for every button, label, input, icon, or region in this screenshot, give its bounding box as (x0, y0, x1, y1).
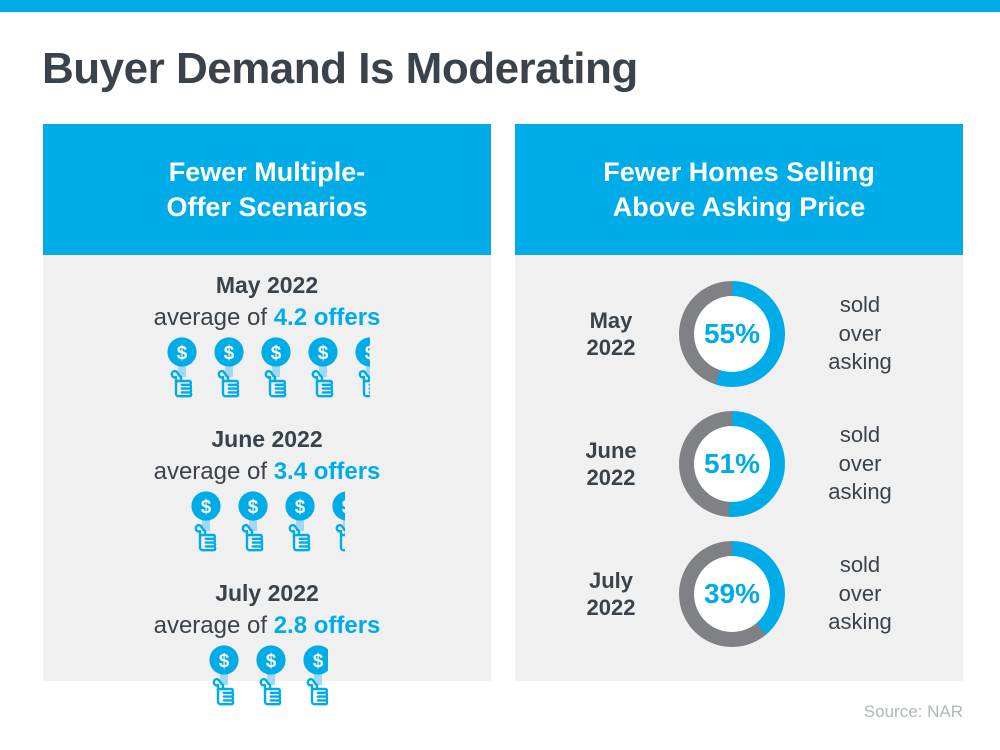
offer-icons-row: $ $ $ (43, 337, 491, 401)
donut-month-label: July 2022 (563, 567, 659, 622)
offer-average-prefix: average of (153, 457, 274, 485)
offer-average-prefix: average of (153, 611, 274, 639)
donut-percent-label: 39% (703, 578, 761, 609)
donut-caption-line: asking (828, 479, 892, 505)
donut-hole: 55% (694, 296, 770, 372)
donut-row-may: May 2022 55% sold over asking (515, 281, 963, 387)
panel-multiple-offers: Fewer Multiple- Offer Scenarios May 2022… (43, 124, 491, 706)
donut-caption: sold over asking (805, 421, 915, 507)
dollar-thumbs-up-icon: $ (353, 337, 370, 401)
panel-header-line: Fewer Homes Selling (603, 156, 875, 187)
dollar-thumbs-up-icon: $ (189, 491, 223, 555)
donut-caption-line: sold (839, 552, 881, 578)
donut-caption-line: over (838, 320, 882, 346)
donut-month-line: July (588, 567, 634, 593)
dollar-thumbs-up-icon: $ (212, 337, 246, 401)
dollar-thumbs-up-icon-partial: $ (353, 337, 370, 401)
donut-caption: sold over asking (805, 291, 915, 377)
dollar-thumbs-up-icon: $ (301, 645, 328, 709)
offer-block-july: July 2022 average of 2.8 offers $ $ (43, 579, 491, 709)
offer-average-text: average of 3.4 offers (43, 456, 491, 487)
donut-percent-label: 51% (703, 448, 761, 479)
dollar-thumbs-up-icon: $ (306, 337, 340, 401)
donut-caption-line: asking (828, 609, 892, 635)
donut-hole: 51% (694, 426, 770, 502)
svg-text:$: $ (218, 651, 229, 672)
donut-caption-line: sold (839, 422, 881, 448)
donut-month-line: June (585, 437, 637, 463)
donut-percent-label: 55% (703, 318, 761, 349)
svg-text:$: $ (295, 497, 306, 518)
donut-chart: 39% (679, 541, 785, 647)
dollar-thumbs-up-icon: $ (254, 645, 288, 709)
offer-average-value: 3.4 offers (273, 457, 381, 485)
donut-row-june: June 2022 51% sold over asking (515, 411, 963, 517)
offer-average-text: average of 4.2 offers (43, 302, 491, 333)
dollar-thumbs-up-icon: $ (165, 337, 199, 401)
dollar-thumbs-up-icon: $ (236, 491, 270, 555)
donut-chart: 55% (679, 281, 785, 387)
svg-text:$: $ (176, 343, 187, 364)
top-accent-bar (0, 0, 1000, 12)
donut-month-line: 2022 (586, 335, 636, 360)
donut-month-label: June 2022 (563, 437, 659, 492)
dollar-thumbs-up-icon: $ (259, 337, 293, 401)
donut-caption-line: sold (839, 292, 881, 318)
donut-caption-line: asking (828, 349, 892, 375)
source-attribution: Source: NAR (863, 702, 963, 721)
panel-header-line: Fewer Multiple- (168, 156, 366, 187)
panel-multiple-offers-body: May 2022 average of 4.2 offers $ $ (43, 255, 491, 709)
offer-average-value: 4.2 offers (273, 303, 381, 331)
offer-average-prefix: average of (153, 303, 274, 331)
offer-average-value: 2.8 offers (273, 611, 381, 639)
svg-text:$: $ (265, 651, 276, 672)
donut-row-july: July 2022 39% sold over asking (515, 541, 963, 647)
donut-month-line: May (589, 307, 633, 333)
panel-header-line: Offer Scenarios (166, 191, 368, 222)
svg-text:$: $ (342, 497, 345, 518)
donut-hole: 39% (694, 556, 770, 632)
panel-header-line: Above Asking Price (612, 191, 866, 222)
offer-icons-row: $ $ $ (43, 491, 491, 555)
svg-text:$: $ (312, 651, 323, 672)
svg-text:$: $ (364, 343, 369, 364)
donut-caption-line: over (838, 450, 882, 476)
page-title: Buyer Demand Is Moderating (42, 44, 638, 93)
donut-month-label: May 2022 (563, 307, 659, 362)
panel-above-asking-header: Fewer Homes Selling Above Asking Price (515, 124, 963, 255)
dollar-thumbs-up-icon-partial: $ (301, 645, 328, 709)
dollar-thumbs-up-icon: $ (207, 645, 241, 709)
dollar-thumbs-up-icon: $ (283, 491, 317, 555)
offer-icons-row: $ $ $ (43, 645, 491, 709)
offer-block-may: May 2022 average of 4.2 offers $ $ (43, 271, 491, 401)
offer-month-label: May 2022 (215, 272, 319, 298)
offer-block-june: June 2022 average of 3.4 offers $ $ (43, 425, 491, 555)
donut-month-line: 2022 (586, 465, 636, 490)
svg-text:$: $ (248, 497, 259, 518)
donut-caption-line: over (838, 580, 882, 606)
donut-month-line: 2022 (586, 595, 636, 620)
svg-text:$: $ (317, 343, 328, 364)
dollar-thumbs-up-icon: $ (330, 491, 345, 555)
panel-above-asking-body: May 2022 55% sold over asking June 2022 (515, 255, 963, 647)
dollar-thumbs-up-icon-partial: $ (330, 491, 345, 555)
donut-caption: sold over asking (805, 551, 915, 637)
svg-text:$: $ (223, 343, 234, 364)
svg-text:$: $ (201, 497, 212, 518)
offer-month-label: June 2022 (211, 425, 323, 452)
panel-above-asking: Fewer Homes Selling Above Asking Price M… (515, 124, 963, 681)
donut-chart: 51% (679, 411, 785, 517)
offer-average-text: average of 2.8 offers (43, 610, 491, 641)
svg-text:$: $ (270, 343, 281, 364)
panel-multiple-offers-header: Fewer Multiple- Offer Scenarios (43, 124, 491, 255)
offer-month-label: July 2022 (215, 579, 319, 606)
